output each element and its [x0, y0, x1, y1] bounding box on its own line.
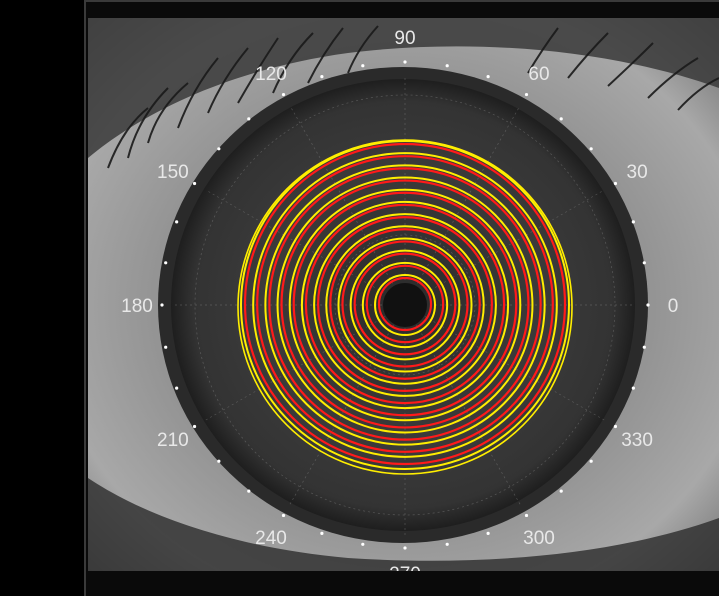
- angle-tick-dot: [643, 346, 646, 349]
- angle-tick-dot: [646, 303, 649, 306]
- angle-tick-dot: [632, 220, 635, 223]
- angle-tick-dot: [614, 182, 617, 185]
- angle-label-270: 270: [389, 564, 421, 571]
- angle-tick-dot: [560, 490, 563, 493]
- angle-tick-dot: [525, 514, 528, 517]
- placido-overlay-canvas[interactable]: 0 30 60 90 120 150 180 210 240 270 300 330: [88, 18, 719, 571]
- angle-tick-dot: [361, 543, 364, 546]
- eye-image-viewer[interactable]: 0 30 60 90 120 150 180 210 240 270 300 330: [88, 18, 719, 571]
- angle-tick-dot: [446, 64, 449, 67]
- angle-label-150: 150: [157, 162, 189, 183]
- angle-tick-dot: [560, 117, 563, 120]
- angle-label-90: 90: [394, 28, 415, 49]
- angle-tick-dot: [160, 303, 163, 306]
- angle-tick-dot: [164, 346, 167, 349]
- angle-label-120: 120: [255, 64, 287, 85]
- angle-tick-dot: [487, 75, 490, 78]
- angle-tick-dot: [590, 460, 593, 463]
- angle-tick-dot: [217, 460, 220, 463]
- angle-tick-dot: [164, 261, 167, 264]
- angle-tick-dot: [632, 387, 635, 390]
- angle-label-180: 180: [121, 296, 153, 317]
- angle-label-330: 330: [621, 430, 653, 451]
- angle-tick-dot: [403, 546, 406, 549]
- angle-tick-dot: [193, 182, 196, 185]
- angle-tick-dot: [247, 117, 250, 120]
- angle-tick-dot: [282, 514, 285, 517]
- angle-label-300: 300: [523, 528, 555, 549]
- angle-tick-dot: [525, 93, 528, 96]
- angle-tick-dot: [175, 220, 178, 223]
- angle-label-0: 0: [668, 296, 679, 317]
- angle-tick-dot: [614, 425, 617, 428]
- angle-tick-dot: [361, 64, 364, 67]
- angle-tick-dot: [193, 425, 196, 428]
- angle-tick-dot: [590, 147, 593, 150]
- angle-tick-dot: [320, 532, 323, 535]
- angle-tick-dot: [320, 75, 323, 78]
- angle-label-210: 210: [157, 430, 189, 451]
- angle-tick-dot: [247, 490, 250, 493]
- angle-tick-dot: [217, 147, 220, 150]
- angle-tick-dot: [643, 261, 646, 264]
- angle-tick-dot: [446, 543, 449, 546]
- angle-label-240: 240: [255, 528, 287, 549]
- left-panel: [0, 0, 84, 596]
- angle-label-60: 60: [528, 64, 549, 85]
- angle-tick-dot: [487, 532, 490, 535]
- angle-tick-dot: [403, 60, 406, 63]
- pupil: [383, 283, 427, 327]
- angle-tick-dot: [282, 93, 285, 96]
- angle-label-30: 30: [627, 162, 648, 183]
- angle-tick-dot: [175, 387, 178, 390]
